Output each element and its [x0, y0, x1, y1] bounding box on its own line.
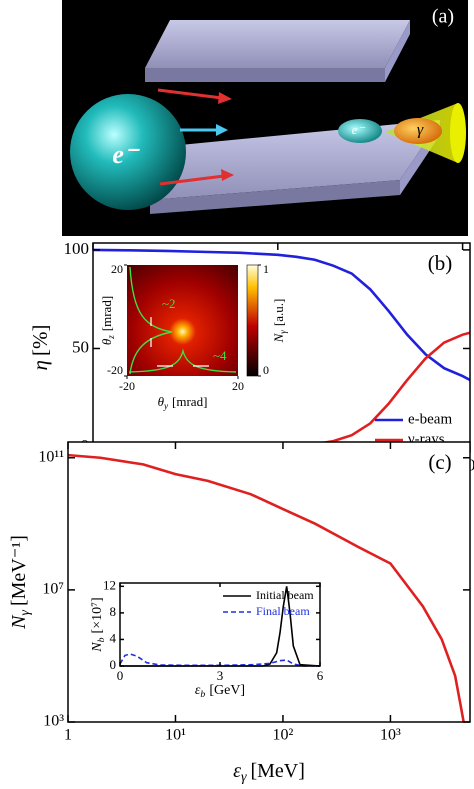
x-tick-label: -20 — [119, 379, 135, 393]
photon-label: γ — [417, 122, 424, 139]
series-line — [92, 248, 471, 382]
panel-label: (a) — [432, 6, 454, 28]
label-unit: [MeV] — [250, 760, 304, 782]
axis-label: Nγ [a.u.] — [271, 299, 288, 344]
x-tick-label: 1 — [64, 726, 72, 743]
arrow-head — [218, 92, 232, 104]
label-subscript: γ — [241, 770, 247, 785]
y-tick-label: 10³ — [43, 713, 64, 730]
legend-label: Final beam — [256, 604, 310, 618]
panel-label: (b) — [428, 251, 453, 275]
x-tick-label: 0 — [117, 668, 124, 683]
label-subscript: γ — [278, 330, 288, 334]
series-line — [120, 586, 321, 667]
arrows — [157, 88, 234, 186]
axis-label: Nb [×10⁷] — [90, 597, 107, 652]
electron-sphere — [70, 94, 186, 210]
colorbar-tick-label: 0 — [263, 363, 269, 377]
label-unit: [mrad] — [172, 394, 207, 409]
plot-background — [68, 442, 470, 722]
label-unit: [GeV] — [209, 683, 245, 698]
plot-frame — [67, 441, 471, 723]
sphere-label: e⁻ — [112, 140, 140, 169]
label-unit: [a.u.] — [271, 299, 286, 326]
legend-label: Initial beam — [256, 588, 314, 602]
lower-slab-side — [150, 180, 400, 214]
axis-label: Nγ [MeV⁻¹] — [8, 535, 34, 630]
axis-label: θz [mrad] — [99, 296, 116, 345]
y-tick-label: 100 — [64, 239, 90, 258]
y-tick-label: 20 — [111, 262, 123, 276]
colorbar — [246, 264, 259, 377]
arrow — [159, 174, 225, 186]
electron-bunch — [338, 119, 382, 143]
panel-label: (c) — [428, 450, 451, 474]
upper-slab — [145, 20, 410, 68]
label-symbol: η — [28, 360, 52, 370]
series-group — [67, 453, 465, 723]
cone-end — [450, 103, 466, 163]
x-tick-label: 6 — [317, 668, 324, 683]
x-tick-label: 3 — [217, 668, 224, 683]
arrow-head — [221, 169, 234, 181]
label-unit: [×10⁷] — [90, 597, 105, 633]
series-line — [67, 453, 465, 723]
label-symbol: θ — [158, 394, 165, 409]
x-tick-label: 10³ — [380, 726, 401, 743]
annotation: ~2 — [162, 296, 176, 311]
label-symbol: N — [90, 642, 105, 653]
upper-slab-side — [145, 68, 385, 82]
label-symbol: θ — [99, 338, 114, 345]
arrow — [157, 88, 223, 100]
plot-frame — [119, 582, 321, 667]
axis-label: εγ [MeV] — [233, 760, 305, 786]
label-unit: [MeV⁻¹] — [8, 535, 30, 606]
colorbar-tick-label: 1 — [263, 262, 269, 276]
label-subscript: z — [106, 335, 116, 340]
profile-curve — [129, 266, 173, 375]
label-unit: [mrad] — [99, 296, 114, 331]
x-tick-label: 20 — [232, 379, 244, 393]
photon-bunch — [394, 118, 442, 144]
x-tick-label: 10² — [273, 726, 294, 743]
plot-background — [120, 583, 320, 666]
legend-label: e-beam — [408, 411, 452, 427]
bunch-label: e⁻ — [352, 122, 366, 137]
upper-slab-end — [385, 20, 410, 82]
label-subscript: y — [163, 401, 169, 411]
arrow-head — [216, 124, 228, 136]
label-symbol: ε — [195, 683, 201, 698]
y-tick-label: 0 — [110, 657, 117, 672]
axis-label: θy [mrad] — [158, 394, 208, 411]
y-tick-label: 10¹¹ — [38, 448, 64, 465]
label-symbol: N — [271, 332, 286, 343]
annotation: ~4 — [213, 348, 227, 363]
y-tick-label: -20 — [107, 363, 123, 377]
axis-label: εb [GeV] — [195, 683, 245, 700]
y-tick-label: 12 — [103, 577, 116, 592]
profile-curve — [128, 348, 237, 373]
label-unit: [%] — [28, 325, 52, 356]
label-subscript: b — [96, 637, 107, 642]
y-tick-label: 8 — [110, 604, 117, 619]
label-symbol: ε — [233, 760, 241, 782]
y-tick-label: 4 — [110, 630, 117, 645]
axis-label: η [%] — [28, 325, 52, 371]
x-tick-label: 10¹ — [165, 726, 186, 743]
label-symbol: N — [8, 614, 30, 630]
label-subscript: b — [200, 689, 205, 700]
y-tick-label: 10⁷ — [42, 581, 64, 598]
y-tick-label: 50 — [72, 337, 89, 356]
illustration: e⁻ e⁻ γ (a) — [62, 0, 468, 236]
label-subscript: γ — [18, 610, 33, 616]
